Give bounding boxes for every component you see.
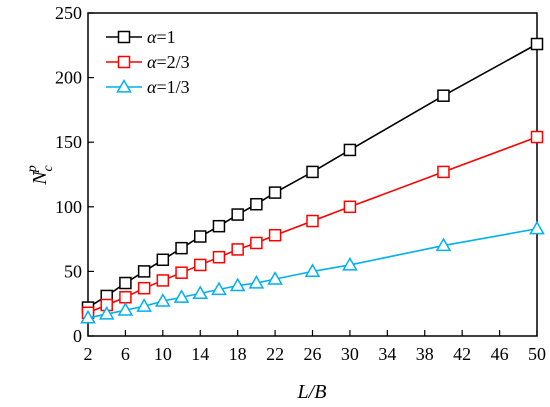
data-point (98, 306, 115, 320)
legend-marker (117, 55, 131, 69)
y-axis-ticks: 0 50 100 150 200 250 (55, 3, 94, 346)
data-point (211, 281, 227, 296)
x-tick-label: 38 (416, 344, 434, 364)
data-point (119, 290, 132, 304)
data-point (192, 285, 209, 299)
data-point (137, 281, 151, 295)
data-point (342, 256, 358, 271)
data-point (155, 293, 171, 307)
data-point (250, 197, 263, 211)
data-point (250, 236, 263, 250)
data-point (248, 275, 265, 289)
data-point (268, 228, 282, 242)
legend-item: α=1 (106, 27, 176, 47)
data-point (80, 309, 96, 324)
y-tick-label: 0 (73, 326, 82, 346)
x-tick-label: 26 (304, 344, 322, 364)
x-tick-label: 18 (229, 344, 247, 364)
legend-label: α=1 (147, 27, 176, 47)
data-point (267, 271, 283, 285)
y-tick-label: 50 (64, 261, 82, 281)
x-tick-label: 42 (453, 344, 471, 364)
data-point (306, 214, 319, 228)
data-point (136, 298, 152, 312)
series-3 (80, 220, 545, 324)
data-point (268, 186, 282, 199)
x-tick-label: 6 (121, 344, 130, 364)
data-point (156, 274, 170, 287)
data-point (194, 230, 207, 243)
data-point (229, 277, 246, 292)
data-point (175, 266, 188, 279)
x-tick-label: 30 (341, 344, 359, 364)
x-tick-label: 10 (154, 344, 172, 364)
x-tick-label: 34 (378, 344, 396, 364)
data-point (529, 220, 545, 235)
data-point (173, 289, 190, 303)
data-point (304, 263, 321, 278)
data-point (530, 130, 544, 144)
data-point (137, 265, 151, 278)
data-point (306, 165, 319, 179)
x-axis-title: L/B (297, 381, 327, 403)
x-tick-label: 50 (528, 344, 546, 364)
y-tick-label: 250 (55, 3, 82, 23)
svg-text:Ncp: Ncp (25, 164, 56, 185)
y-axis-title: Ncp (25, 164, 56, 185)
legend-marker (116, 78, 132, 93)
data-point (156, 253, 170, 267)
data-point (175, 241, 188, 255)
data-point (343, 143, 357, 157)
y-axis-title-subscript: c (41, 164, 56, 171)
y-tick-label: 150 (55, 132, 82, 152)
y-tick-label: 100 (55, 197, 82, 217)
data-point (435, 237, 452, 252)
y-axis-title-base: N (29, 170, 51, 186)
data-point (212, 219, 226, 233)
legend-item: α=1/3 (106, 77, 190, 97)
data-point (231, 208, 244, 221)
series-2 (81, 130, 544, 319)
x-tick-label: 46 (491, 344, 509, 364)
legend-label: α=1/3 (147, 77, 190, 97)
legend-item: α=2/3 (106, 52, 190, 72)
x-axis-ticks: 2 6 10 14 18 22 26 30 34 38 42 46 50 (84, 330, 546, 364)
series-layer (80, 37, 545, 324)
data-point (343, 200, 357, 214)
data-point (437, 165, 450, 179)
legend: α=1 α=2/3 α=1/3 (106, 27, 190, 97)
data-point (119, 276, 132, 290)
data-point (117, 302, 134, 316)
legend-marker (117, 30, 131, 44)
data-point (530, 37, 544, 51)
x-tick-label: 2 (84, 344, 93, 364)
data-point (194, 258, 207, 272)
y-tick-label: 200 (55, 68, 82, 88)
data-point (231, 243, 244, 256)
y-axis-title-superscript: p (25, 165, 40, 173)
x-tick-label: 22 (266, 344, 284, 364)
x-tick-label: 14 (191, 344, 209, 364)
data-point (437, 89, 450, 102)
legend-label: α=2/3 (147, 52, 190, 72)
data-point (212, 250, 226, 264)
